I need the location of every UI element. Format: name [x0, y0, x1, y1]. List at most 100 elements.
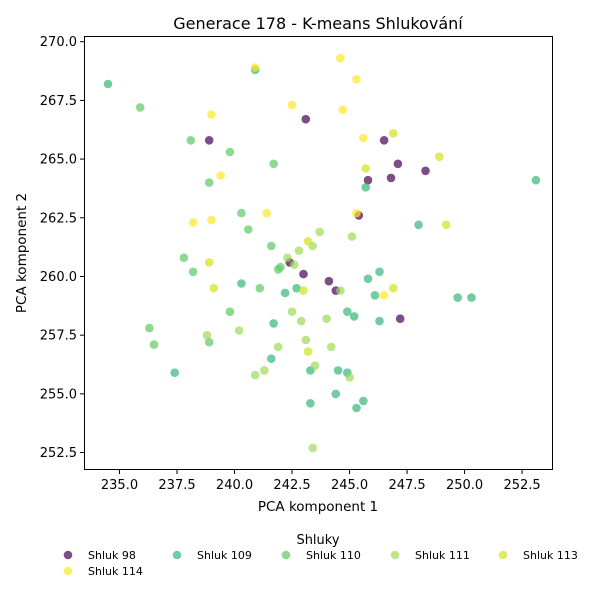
y-tick-label: 262.5: [40, 211, 77, 226]
x-tick-label: 247.5: [388, 478, 425, 493]
data-point-shluk-110-15: [145, 323, 154, 333]
data-point-shluk-109-20: [333, 366, 343, 375]
legend: Shluk 98 Shluk 109 Shluk 110 Shluk 111 Shluk…: [63, 549, 578, 578]
data-point-shluk-111-10: [296, 316, 306, 326]
data-point-shluk-110-8: [179, 253, 189, 262]
data-point-shluk-98-1: [204, 136, 214, 145]
data-point-shluk-110-5: [204, 178, 214, 187]
legend-label: Shluk 110: [306, 549, 361, 562]
data-point-shluk-98-6: [386, 173, 396, 183]
data-point-shluk-114-2: [336, 53, 345, 63]
data-point-shluk-109-11: [237, 279, 246, 288]
data-point-shluk-109-5: [414, 220, 423, 230]
legend-marker: [63, 550, 73, 560]
y-tick-label: 255.0: [40, 387, 77, 402]
data-point-shluk-98-7: [421, 166, 430, 176]
data-point-shluk-111-15: [273, 342, 283, 352]
data-point-shluk-113-3: [435, 152, 444, 161]
legend-label: Shluk 114: [88, 565, 143, 578]
legend-item-shluk-111: Shluk 111: [390, 549, 470, 562]
data-point-shluk-109-3: [531, 175, 541, 185]
data-point-shluk-111-8: [322, 314, 331, 324]
data-point-shluk-109-4: [361, 183, 371, 192]
x-tick-label: 240.0: [216, 478, 253, 493]
data-point-shluk-109-8: [370, 291, 380, 300]
data-point-shluk-111-17: [260, 366, 269, 375]
data-point-shluk-109-24: [306, 399, 315, 408]
x-axis: 235.0 237.5 240.0 242.5 245.0 247.5 250.0 252.5: [101, 469, 541, 493]
x-tick-label: 235.0: [101, 478, 138, 493]
legend-marker: [498, 550, 508, 560]
data-point-shluk-114-12: [207, 215, 216, 225]
legend-item-shluk-109: Shluk 109: [172, 549, 252, 562]
y-axis-title: PCA komponent 2: [14, 193, 30, 313]
legend-label: Shluk 113: [523, 549, 578, 562]
data-point-shluk-110-2: [186, 136, 196, 145]
data-point-shluk-114-8: [216, 171, 225, 180]
y-tick-label: 267.5: [40, 94, 77, 109]
data-point-shluk-98-2: [301, 114, 311, 124]
data-point-shluk-111-20: [308, 443, 318, 453]
data-point-shluk-110-3: [225, 147, 235, 157]
data-point-shluk-113-9: [389, 283, 398, 293]
data-point-shluk-109-15: [343, 307, 352, 317]
data-point-shluk-109-23: [359, 396, 368, 406]
data-point-shluk-114-5: [338, 105, 348, 115]
data-point-shluk-98-10: [324, 276, 334, 286]
data-point-shluk-111-19: [345, 373, 354, 382]
legend-item-shluk-113: Shluk 113: [498, 549, 578, 562]
data-point-shluk-111-18: [250, 370, 260, 380]
data-point-shluk-110-9: [267, 241, 276, 251]
data-point-shluk-111-11: [234, 326, 244, 335]
plot-frame: [84, 36, 553, 470]
data-point-shluk-113-4: [441, 220, 451, 230]
legend-label: Shluk 98: [88, 549, 136, 562]
data-point-shluk-111-1: [315, 227, 325, 237]
y-tick-label: 270.0: [40, 35, 77, 50]
data-point-shluk-98-5: [363, 175, 373, 185]
y-tick-label: 260.0: [40, 270, 77, 285]
data-point-shluk-111-4: [283, 253, 292, 262]
x-tick-label: 252.5: [503, 478, 540, 493]
data-point-shluk-109-16: [375, 316, 384, 326]
data-point-shluk-113-5: [303, 237, 313, 246]
data-point-shluk-113-1: [389, 129, 398, 138]
data-point-shluk-114-4: [287, 100, 297, 110]
data-point-shluk-110-7: [244, 225, 253, 234]
x-tick-label: 237.5: [158, 478, 195, 493]
data-point-shluk-113-7: [209, 283, 219, 293]
data-point-shluk-110-1: [135, 103, 145, 112]
data-point-shluk-111-12: [202, 330, 212, 340]
data-point-shluk-109-22: [331, 389, 341, 399]
data-point-shluk-109-14: [349, 312, 359, 321]
legend-marker: [281, 550, 291, 560]
legend-marker: [172, 550, 182, 560]
data-point-shluk-114-10: [352, 208, 361, 218]
data-point-shluk-98-4: [393, 159, 403, 169]
data-point-shluk-114-11: [188, 218, 198, 227]
data-point-shluk-110-14: [225, 307, 235, 317]
legend-label: Shluk 111: [415, 549, 470, 562]
data-point-shluk-110-12: [276, 262, 285, 272]
legend-item-shluk-98: Shluk 98: [63, 549, 136, 562]
data-point-shluk-114-3: [352, 75, 361, 84]
data-point-shluk-98-9: [299, 269, 308, 279]
data-point-shluk-113-10: [303, 347, 313, 356]
data-point-shluk-109-9: [453, 293, 463, 302]
data-point-shluk-111-16: [310, 361, 320, 371]
data-point-shluk-98-3: [379, 136, 389, 145]
data-point-shluk-114-6: [207, 110, 216, 119]
legend-label: Shluk 109: [197, 549, 252, 562]
data-point-shluk-111-6: [347, 232, 357, 241]
data-point-shluk-114-7: [359, 133, 368, 143]
data-point-shluk-111-3: [294, 246, 304, 255]
data-point-shluk-109-25: [352, 403, 361, 413]
data-point-shluk-111-5: [290, 260, 299, 270]
data-point-shluk-113-8: [299, 286, 308, 295]
scatter-points: [103, 53, 541, 453]
x-tick-label: 250.0: [446, 478, 483, 493]
data-point-shluk-109-17: [269, 319, 278, 328]
data-point-shluk-111-7: [336, 286, 345, 295]
